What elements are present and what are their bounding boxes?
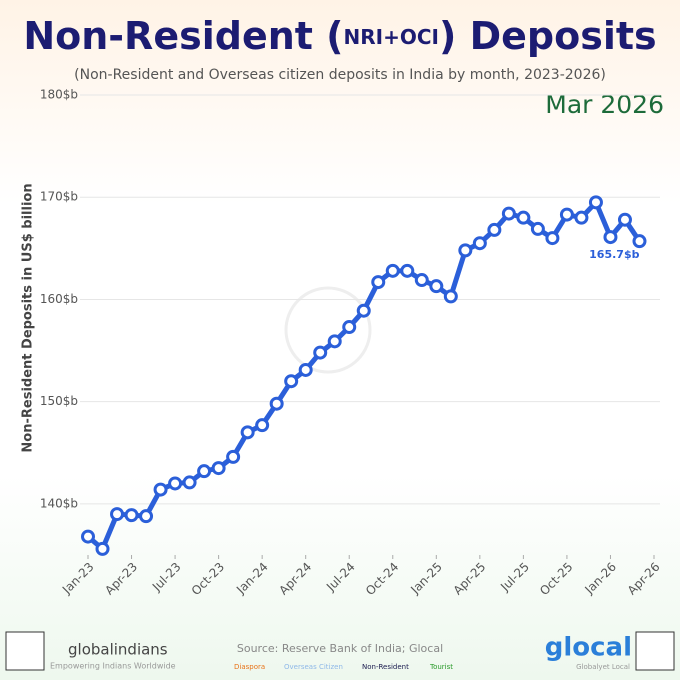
brand: glocal (545, 633, 632, 663)
source: Source: Reserve Bank of India; Glocal (237, 642, 443, 655)
footer-category: Non-Resident (362, 663, 409, 671)
point (617, 212, 632, 227)
tagline: Empowering Indians Worldwide (50, 662, 176, 671)
point (110, 507, 125, 522)
x-tick-label: Apr-26 (625, 560, 663, 598)
point (153, 482, 168, 497)
watermark (284, 286, 372, 374)
brand: globalindians (68, 641, 168, 659)
point (501, 206, 516, 221)
point (124, 508, 139, 523)
title-part: Non-Resident ( (23, 14, 343, 58)
x-tick-label: Jan-23 (59, 560, 97, 598)
subtitle: (Non-Resident and Overseas citizen depos… (74, 67, 606, 83)
tagline: Globalyet Local (576, 663, 630, 671)
point (255, 418, 270, 433)
footer-category: Diaspora (234, 663, 265, 671)
x-tick-label: Oct-23 (189, 560, 227, 598)
point (487, 222, 502, 237)
x-tick-label: Apr-24 (276, 560, 314, 598)
x-tick-label: Jan-26 (582, 560, 620, 598)
qr-code (5, 631, 45, 671)
y-axis-label: Non-Resident Deposits in US$ billion (21, 183, 36, 452)
x-tick-label: Jan-24 (233, 560, 271, 598)
footer-category: Tourist (429, 663, 453, 671)
point (371, 275, 386, 290)
y-tick-label: 170$b (40, 190, 78, 204)
footer-category: Overseas Citizen (284, 663, 343, 671)
point (95, 541, 110, 556)
y-tick-label: 160$b (40, 292, 78, 306)
point (516, 210, 531, 225)
value-label: 165.7$b (589, 248, 639, 261)
x-tick-label: Jul-24 (323, 560, 358, 595)
point (240, 425, 255, 440)
point (429, 279, 444, 294)
point (545, 231, 560, 246)
point (182, 475, 197, 490)
point (226, 449, 241, 464)
point (168, 476, 183, 491)
x-tick-label: Jul-23 (149, 560, 184, 595)
x-tick-label: Jul-25 (497, 560, 532, 595)
x-tick-label: Apr-23 (102, 560, 140, 598)
title-part: NRI+OCI (344, 25, 439, 49)
y-tick-label: 140$b (40, 496, 78, 510)
point (443, 289, 458, 304)
point (81, 529, 95, 544)
period: Mar 2026 (545, 90, 664, 119)
line (86, 199, 642, 552)
point (414, 273, 429, 288)
point (530, 221, 545, 236)
point (298, 362, 313, 377)
point (211, 461, 226, 476)
point (269, 396, 284, 411)
point (559, 207, 574, 222)
point (603, 230, 618, 245)
x-tick-label: Oct-25 (537, 560, 575, 598)
point (313, 345, 328, 360)
y-tick-label: 150$b (40, 394, 78, 408)
y-tick-label: 180$b (40, 88, 78, 102)
title-part: ) Deposits (439, 14, 657, 58)
point (472, 236, 487, 251)
point (197, 464, 212, 479)
point (139, 509, 154, 524)
x-tick-label: Apr-25 (451, 560, 489, 598)
point (385, 263, 400, 278)
chart-title: Non-Resident (NRI+OCI) Deposits (23, 14, 656, 58)
qr-code (635, 631, 675, 671)
point (327, 334, 342, 349)
point (284, 374, 299, 389)
point (574, 210, 589, 225)
x-tick-label: Jan-25 (407, 560, 445, 598)
point (588, 195, 603, 210)
point (342, 320, 357, 335)
x-tick-label: Oct-24 (363, 560, 401, 598)
point (632, 234, 647, 249)
point (458, 243, 473, 258)
point (400, 263, 415, 278)
point (356, 303, 371, 318)
